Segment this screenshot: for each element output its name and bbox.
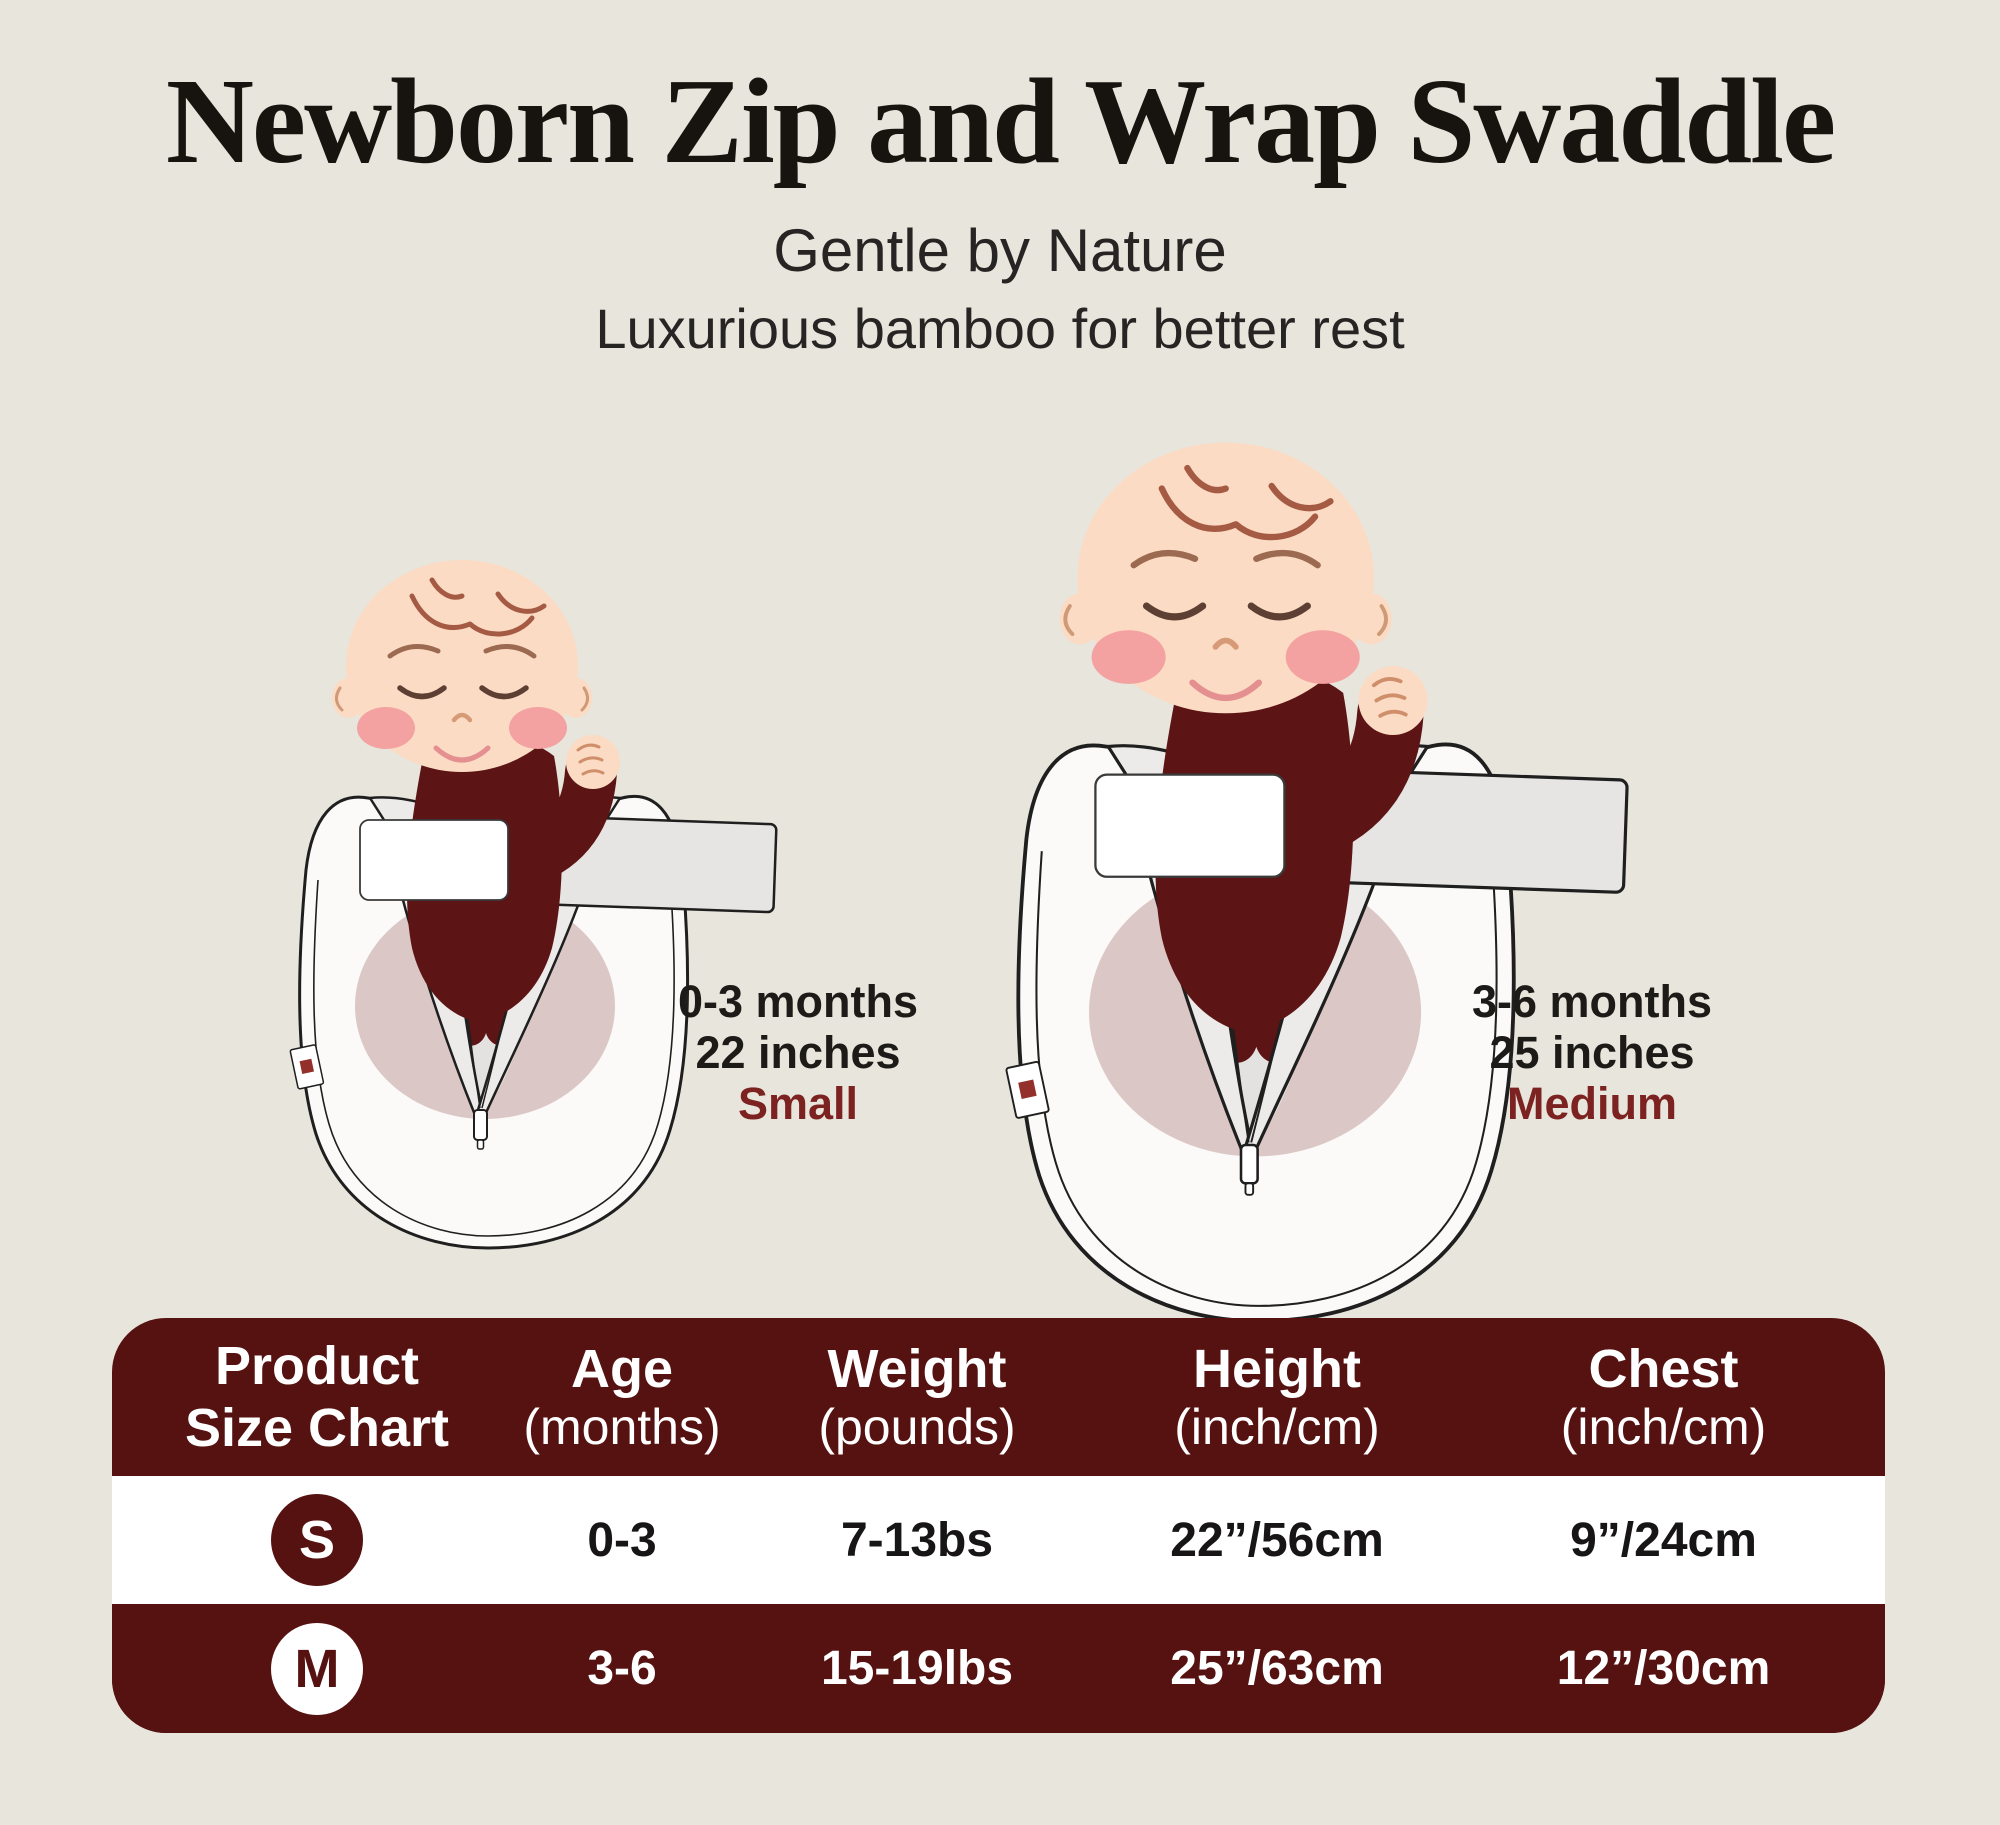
size-badge-m: M (271, 1622, 363, 1715)
size-annotation-small: 0-3 months 22 inches Small (618, 976, 978, 1129)
cell-chest: 12”/30cm (1556, 1642, 1771, 1695)
length-label: 22 inches (695, 1027, 901, 1078)
swaddle-baby-illustration-large (983, 440, 1628, 1334)
cell-weight: 7-13bs (840, 1513, 994, 1567)
age-range-label: 3-6 months (1471, 976, 1713, 1027)
column-header-height: Height (inch/cm) (1174, 1339, 1380, 1455)
column-header-age: Age (months) (523, 1339, 721, 1455)
size-chart-header-row: Product Size Chart Age (months) Weight (… (112, 1318, 1885, 1476)
column-header-weight: Weight (pounds) (818, 1339, 1016, 1455)
tagline: Gentle by Nature (773, 217, 1227, 284)
cell-weight: 15-19lbs (820, 1642, 1014, 1695)
swaddle-baby-illustration-small (272, 558, 777, 1258)
size-name-label: Medium (1506, 1078, 1677, 1129)
size-chart-table: Product Size Chart Age (months) Weight (… (112, 1318, 1885, 1733)
age-range-label: 0-3 months (677, 976, 919, 1027)
table-row-small: S 0-3 7-13bs 22”/56cm 9”/24cm (112, 1476, 1885, 1604)
table-row-medium: M 3-6 15-19lbs 25”/63cm 12”/30cm (112, 1604, 1885, 1733)
swaddle-figure-large (983, 440, 1628, 1334)
description: Luxurious bamboo for better rest (595, 297, 1405, 360)
cell-height: 22”/56cm (1170, 1513, 1384, 1567)
size-name-label: Small (737, 1078, 859, 1129)
page-title: Newborn Zip and Wrap Swaddle (165, 54, 1836, 189)
cell-age: 3-6 (587, 1642, 657, 1695)
column-header-chest: Chest (inch/cm) (1560, 1339, 1767, 1455)
cell-height: 25”/63cm (1170, 1642, 1384, 1695)
cell-age: 0-3 (587, 1513, 657, 1567)
size-badge-s: S (271, 1494, 363, 1586)
length-label: 25 inches (1489, 1027, 1695, 1078)
cell-chest: 9”/24cm (1570, 1513, 1757, 1567)
size-chart-title: Product Size Chart (184, 1336, 450, 1458)
swaddle-figure-small (272, 558, 777, 1258)
size-annotation-medium: 3-6 months 25 inches Medium (1412, 976, 1772, 1129)
